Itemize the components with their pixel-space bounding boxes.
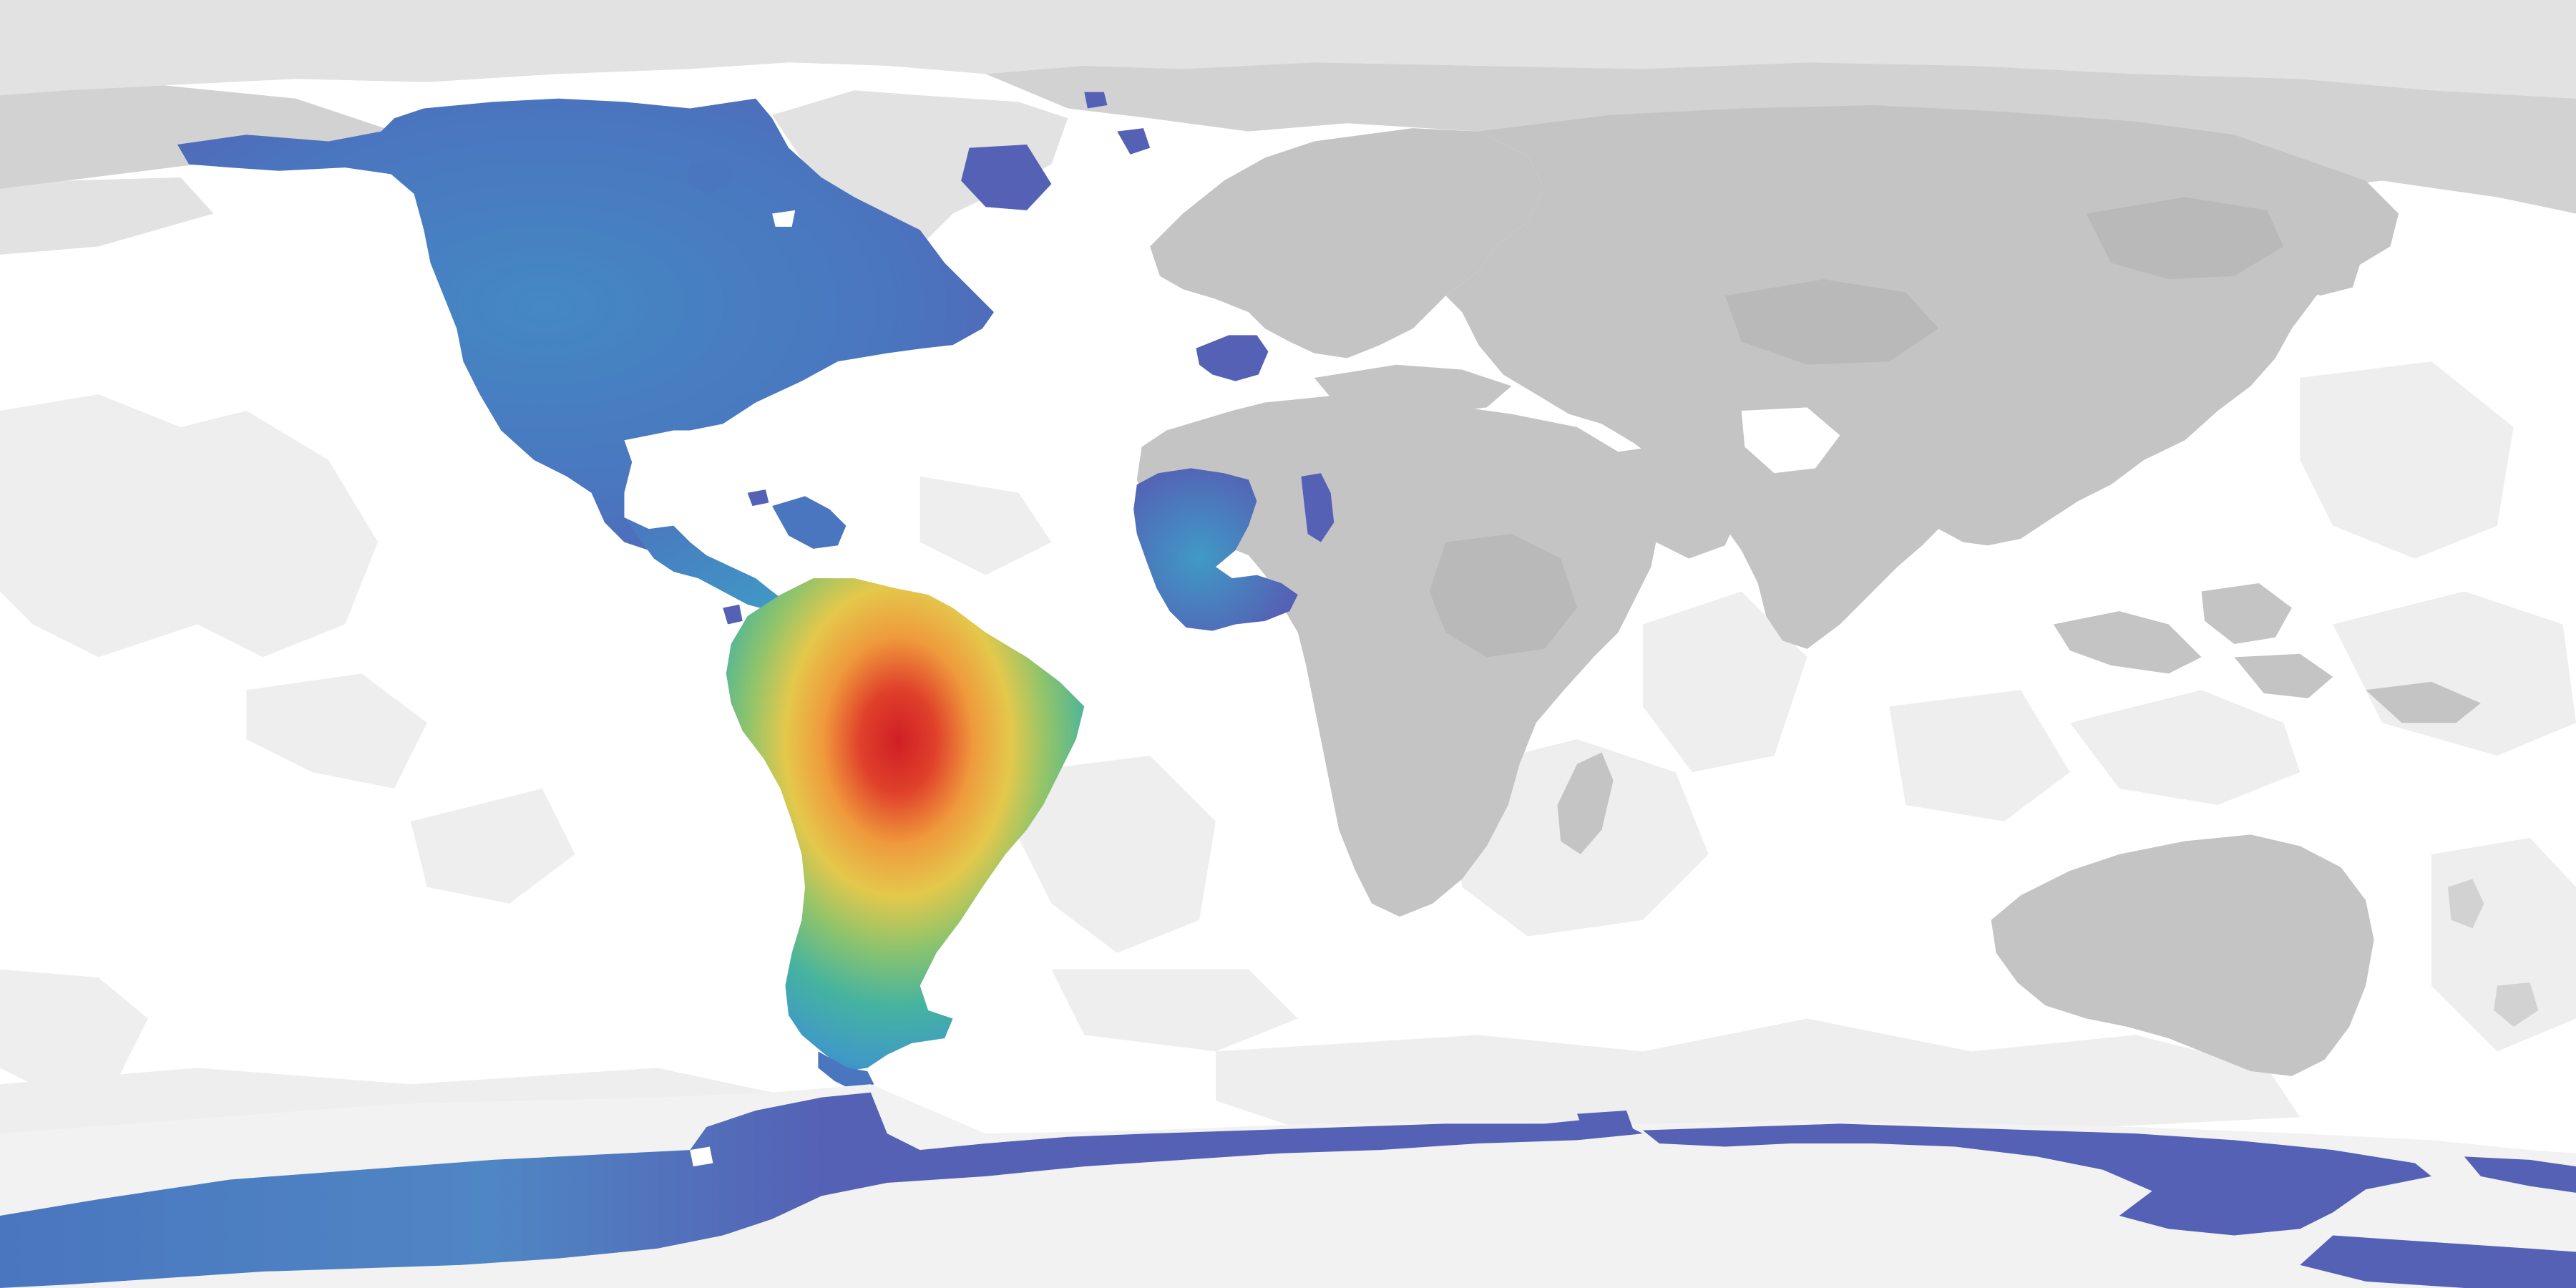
asia [1445, 104, 2481, 723]
australia [1991, 834, 2539, 1076]
africa [1136, 394, 1742, 917]
iberia [1196, 335, 1269, 381]
central-america [624, 489, 847, 625]
north-america [177, 98, 995, 559]
ocean-light-patches [0, 361, 2576, 1134]
south-america [726, 578, 1085, 1091]
west-africa [1133, 468, 1335, 631]
antarctica [0, 1084, 2576, 1288]
greenland [772, 90, 1151, 263]
